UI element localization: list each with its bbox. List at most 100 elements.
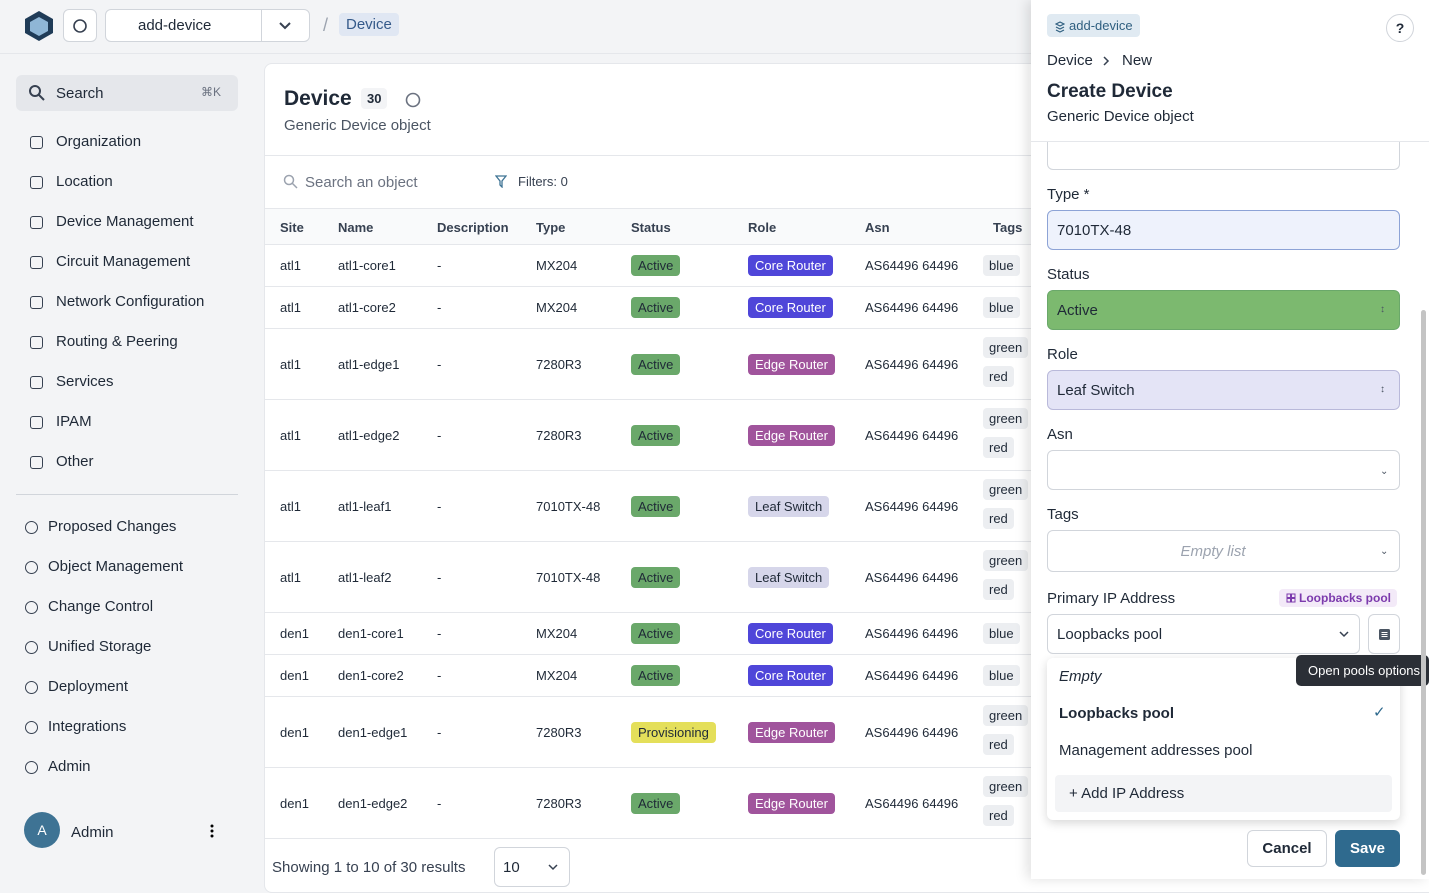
cell: AS64496 64496 — [865, 300, 959, 315]
nav-item[interactable]: Deployment — [48, 678, 129, 695]
nav-item[interactable]: Other — [56, 453, 94, 470]
column-header: Asn — [865, 220, 890, 235]
breadcrumb[interactable]: Device — [1047, 52, 1093, 69]
add-ip-button[interactable]: + Add IP Address — [1055, 775, 1392, 812]
page-size-select[interactable]: 10 — [494, 847, 570, 887]
cell: 7280R3 — [536, 795, 582, 811]
cell: atl1 — [280, 356, 301, 372]
nav-item[interactable]: Device Management — [56, 213, 194, 230]
count: 30 — [361, 88, 388, 109]
search-input[interactable]: Search an object — [305, 174, 418, 191]
nav-item[interactable]: Network Configuration — [56, 293, 205, 310]
status-badge: Provisioning — [631, 721, 716, 743]
table-row[interactable]: atl1 atl1-edge1 - 7280R3 Active Edge Router AS… — [265, 329, 1429, 400]
table-row[interactable]: atl1 atl1-core1 - MX204 Active Core Router AS6… — [265, 245, 1429, 287]
cell: 7280R3 — [536, 356, 582, 372]
table-row[interactable]: den1 den1-edge1 - 7280R3 Provisioning Edge Ro… — [265, 697, 1429, 768]
cell: den1 — [280, 795, 309, 811]
role-badge: Core Router — [748, 297, 833, 318]
cell: AS64496 64496 — [865, 498, 959, 514]
page-size: 10 — [503, 859, 520, 876]
field-label: Tags — [1047, 506, 1079, 523]
cell: atl1 — [280, 569, 301, 585]
primary-ip-select[interactable]: Loopbacks pool — [1047, 614, 1360, 654]
table-row[interactable]: den1 den1-edge2 - 7280R3 Active Edge Router AS… — [265, 768, 1429, 839]
chevron: ⌄ — [1380, 466, 1389, 477]
tag: red — [983, 579, 1014, 600]
table-row[interactable]: den1 den1-core2 - MX204 Active Core Router AS6… — [265, 655, 1429, 697]
input-partial[interactable] — [1047, 140, 1400, 170]
field-label: Status — [1047, 266, 1090, 283]
nav-item[interactable]: Admin — [48, 758, 91, 775]
dropdown-option[interactable]: Management addresses pool — [1059, 742, 1253, 759]
tag: green — [983, 479, 1029, 500]
nav-item[interactable]: Circuit Management — [56, 253, 191, 270]
field-input[interactable]: ⌄ — [1047, 450, 1400, 490]
role-badge: Edge Router — [748, 721, 835, 743]
tag: red — [983, 805, 1014, 826]
menu-button[interactable] — [208, 823, 216, 839]
history-button[interactable] — [63, 9, 97, 42]
search[interactable]: Search ⌘K — [16, 75, 238, 111]
tag: green — [983, 337, 1029, 358]
breadcrumb[interactable]: Device — [339, 13, 399, 36]
nav-icon — [30, 336, 43, 349]
table-row[interactable]: atl1 atl1-core2 - MX204 Active Core Router AS6… — [265, 287, 1429, 329]
filters-button[interactable]: Filters: 0 — [518, 174, 568, 189]
nav-item[interactable]: Routing & Peering — [56, 333, 178, 350]
role-badge: Core Router — [748, 665, 833, 686]
tag: green — [983, 408, 1029, 429]
divider — [261, 10, 262, 41]
nav-item[interactable]: Organization — [56, 133, 142, 150]
branch-select[interactable]: add-device — [105, 9, 310, 42]
status-badge: Active — [631, 353, 681, 375]
nav-item[interactable]: Change Control — [48, 598, 154, 615]
refresh-button[interactable] — [403, 90, 423, 110]
cell: - — [437, 427, 442, 443]
tag: blue — [983, 665, 1020, 686]
table-row[interactable]: atl1 atl1-leaf2 - 7010TX-48 Active Leaf Switc… — [265, 542, 1429, 613]
chevron — [279, 22, 291, 30]
field-input[interactable]: Active ↕ — [1047, 290, 1400, 330]
field-value: Leaf Switch — [1057, 382, 1135, 399]
table-row[interactable]: atl1 atl1-leaf1 - 7010TX-48 Active Leaf Switc… — [265, 471, 1429, 542]
table-row[interactable]: atl1 atl1-edge2 - 7280R3 Active Edge Router AS… — [265, 400, 1429, 471]
cell: AS64496 64496 — [865, 626, 959, 641]
cell: atl1 — [280, 300, 301, 315]
cell: - — [437, 795, 442, 811]
tooltip: Open pools options — [1296, 655, 1429, 686]
field-input[interactable]: Empty list ⌄ — [1047, 530, 1400, 572]
cell: - — [437, 300, 442, 315]
nav-item[interactable]: Proposed Changes — [48, 518, 177, 535]
table-row[interactable]: den1 den1-core1 - MX204 Active Core Router AS6… — [265, 613, 1429, 655]
cancel-button[interactable]: Cancel — [1247, 830, 1327, 867]
tag: red — [983, 734, 1014, 755]
dropdown-option[interactable]: Empty — [1059, 668, 1102, 685]
nav-icon — [30, 376, 43, 389]
cell: atl1-leaf1 — [338, 498, 392, 514]
cell: atl1-core1 — [338, 258, 396, 273]
nav-item[interactable]: Object Management — [48, 558, 184, 575]
cell: den1 — [280, 626, 309, 641]
field-input[interactable]: 7010TX-48 — [1047, 210, 1400, 250]
status-badge: Active — [631, 255, 681, 276]
save-button[interactable]: Save — [1335, 830, 1400, 867]
cell: atl1-core2 — [338, 300, 396, 315]
field-input[interactable]: Leaf Switch ↕ — [1047, 370, 1400, 410]
icon — [1286, 593, 1296, 603]
help-button[interactable]: ? — [1386, 14, 1414, 42]
shortcut: ⌘K — [200, 85, 221, 99]
nav-item[interactable]: Unified Storage — [48, 638, 152, 655]
cell: - — [437, 258, 442, 273]
nav-item[interactable]: Integrations — [48, 718, 127, 735]
sidebar: Search ⌘K A Admin Organization Location De… — [0, 55, 255, 879]
nav-item[interactable]: IPAM — [56, 413, 92, 430]
pool-options-button[interactable] — [1368, 614, 1400, 654]
nav-item[interactable]: Location — [56, 173, 113, 190]
icon — [73, 19, 87, 33]
dropdown-option[interactable]: Loopbacks pool — [1059, 705, 1175, 722]
user-name: Admin — [71, 824, 114, 841]
nav-icon — [30, 216, 43, 229]
nav-item[interactable]: Services — [56, 373, 114, 390]
role-badge: Core Router — [748, 623, 833, 644]
